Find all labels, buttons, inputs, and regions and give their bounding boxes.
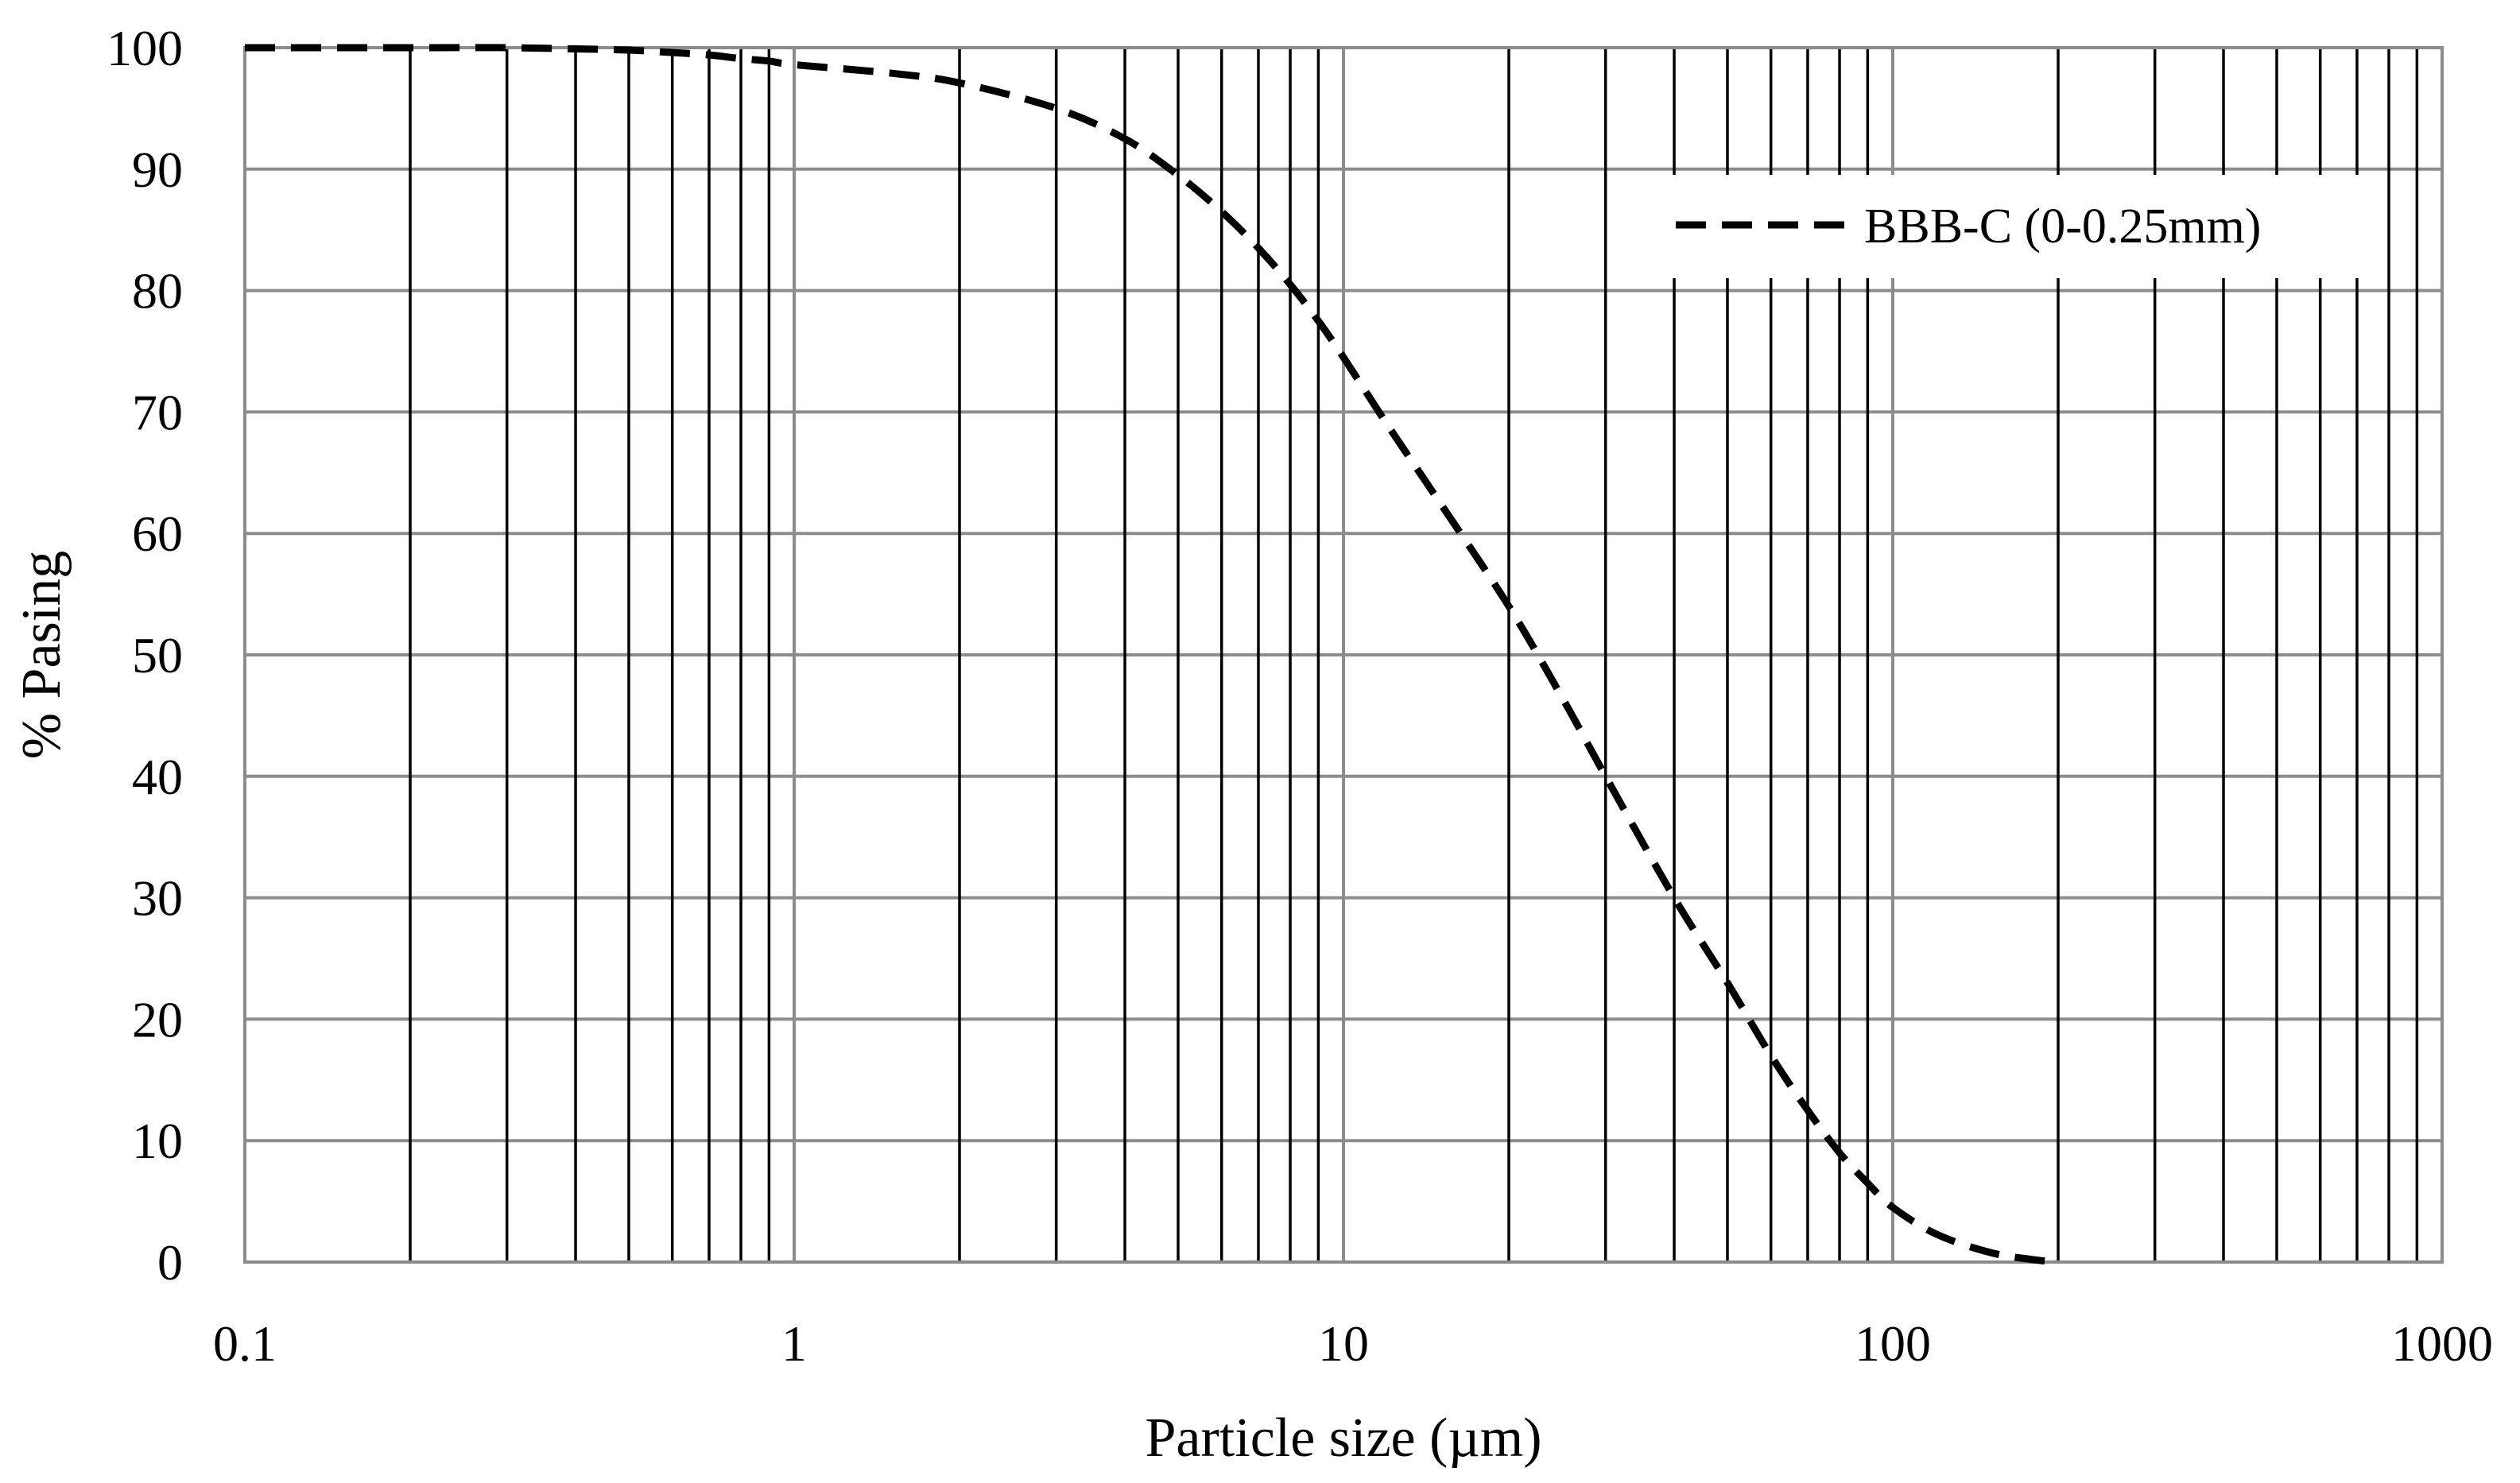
y-tick-label: 50 [132,627,183,683]
plot-area-border [243,46,2444,1264]
y-tick-label: 70 [132,384,183,440]
y-tick-label: 10 [132,1113,183,1169]
y-tick-label: 100 [107,20,183,76]
legend-label: BBB-C (0-0.25mm) [1864,199,2261,254]
x-tick-label: 10 [1318,1315,1369,1372]
x-axis-title: Particle size (µm) [1145,1407,1541,1469]
y-axis-title: % Pasing [11,551,72,760]
y-axis-tick-labels: 0 10 20 30 40 50 60 70 80 90 100 [107,20,183,1291]
x-tick-label: 100 [1855,1315,1931,1372]
x-tick-label: 1000 [2391,1315,2493,1372]
x-tick-label: 0.1 [213,1315,277,1372]
y-tick-label: 80 [132,263,183,319]
legend: BBB-C (0-0.25mm) [1626,175,2373,278]
series-layer [245,44,2059,1266]
y-tick-label: 60 [132,505,183,562]
y-tick-label: 40 [132,749,183,805]
y-tick-label: 30 [132,870,183,927]
series-line [245,44,2059,1266]
y-tick-label: 20 [132,991,183,1047]
x-tick-label: 1 [781,1315,807,1372]
y-tick-label: 0 [157,1234,183,1291]
x-axis-tick-labels: 0.1 1 10 100 1000 [213,1315,2493,1372]
y-tick-label: 90 [132,141,183,198]
